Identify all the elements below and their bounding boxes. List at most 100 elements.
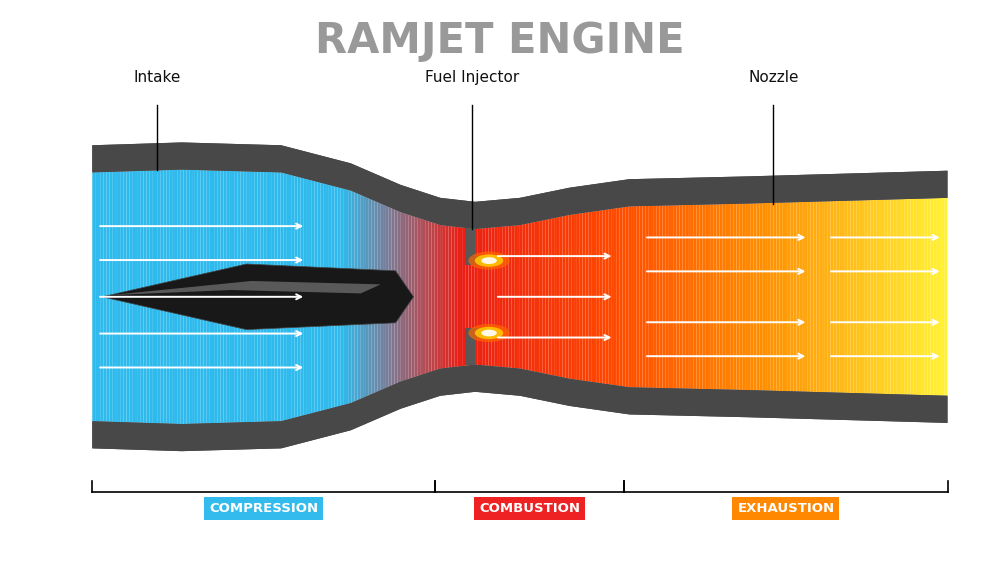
Polygon shape — [665, 206, 668, 388]
Polygon shape — [873, 200, 876, 394]
Polygon shape — [671, 206, 674, 388]
Polygon shape — [246, 171, 249, 422]
Polygon shape — [500, 227, 503, 367]
Polygon shape — [557, 217, 560, 377]
Polygon shape — [645, 206, 648, 388]
Polygon shape — [742, 204, 745, 390]
Polygon shape — [771, 203, 774, 391]
Polygon shape — [189, 170, 192, 424]
Polygon shape — [945, 198, 948, 396]
Polygon shape — [697, 204, 699, 389]
Polygon shape — [206, 170, 209, 423]
Polygon shape — [848, 200, 851, 393]
Polygon shape — [905, 199, 908, 395]
Polygon shape — [714, 204, 717, 389]
Polygon shape — [172, 170, 175, 424]
Polygon shape — [432, 222, 434, 372]
Polygon shape — [306, 179, 309, 415]
Polygon shape — [195, 170, 198, 424]
Polygon shape — [597, 211, 600, 383]
Polygon shape — [711, 204, 714, 389]
Polygon shape — [908, 199, 910, 395]
Polygon shape — [369, 198, 372, 395]
Polygon shape — [859, 200, 862, 393]
Polygon shape — [571, 214, 574, 380]
Polygon shape — [129, 171, 132, 423]
Polygon shape — [762, 203, 765, 391]
Polygon shape — [791, 202, 794, 391]
Polygon shape — [728, 204, 731, 389]
Polygon shape — [392, 208, 394, 385]
Polygon shape — [699, 204, 702, 389]
Polygon shape — [825, 201, 828, 392]
Polygon shape — [283, 173, 286, 421]
Polygon shape — [603, 210, 605, 384]
Polygon shape — [928, 198, 930, 395]
Polygon shape — [149, 171, 152, 423]
Polygon shape — [466, 228, 469, 366]
Polygon shape — [101, 172, 104, 421]
Polygon shape — [110, 281, 381, 295]
Polygon shape — [309, 180, 312, 414]
Polygon shape — [657, 206, 660, 388]
Polygon shape — [625, 207, 628, 387]
Polygon shape — [397, 211, 400, 383]
Polygon shape — [443, 226, 446, 368]
Polygon shape — [757, 203, 759, 391]
Polygon shape — [138, 171, 141, 423]
Text: COMBUSTION: COMBUSTION — [479, 502, 580, 516]
Polygon shape — [531, 222, 534, 372]
Polygon shape — [357, 194, 360, 400]
Polygon shape — [845, 200, 848, 393]
Polygon shape — [409, 215, 412, 379]
Polygon shape — [474, 229, 477, 365]
Polygon shape — [568, 215, 571, 379]
Polygon shape — [796, 202, 799, 392]
Polygon shape — [292, 175, 295, 419]
Polygon shape — [118, 171, 121, 422]
Polygon shape — [853, 200, 856, 393]
Text: RAMJET ENGINE: RAMJET ENGINE — [315, 20, 685, 62]
Polygon shape — [155, 170, 158, 423]
Polygon shape — [403, 213, 406, 381]
Polygon shape — [400, 212, 403, 382]
Polygon shape — [648, 206, 651, 388]
Polygon shape — [654, 206, 657, 388]
Polygon shape — [819, 202, 822, 392]
Polygon shape — [620, 207, 623, 387]
Polygon shape — [215, 171, 218, 423]
Polygon shape — [326, 184, 329, 409]
Polygon shape — [164, 170, 166, 424]
Polygon shape — [514, 225, 517, 368]
Polygon shape — [585, 212, 588, 381]
Polygon shape — [896, 199, 899, 395]
Polygon shape — [486, 228, 489, 366]
Polygon shape — [480, 228, 483, 365]
Polygon shape — [469, 228, 471, 365]
Polygon shape — [198, 170, 201, 424]
Polygon shape — [930, 198, 933, 395]
Polygon shape — [540, 220, 543, 373]
Text: EXHAUSTION: EXHAUSTION — [737, 502, 834, 516]
Polygon shape — [184, 170, 186, 424]
Ellipse shape — [475, 327, 503, 339]
Polygon shape — [115, 172, 118, 422]
Polygon shape — [166, 170, 169, 424]
Polygon shape — [759, 203, 762, 391]
Polygon shape — [383, 204, 386, 389]
Polygon shape — [511, 226, 514, 368]
Polygon shape — [446, 226, 449, 368]
Polygon shape — [722, 204, 725, 389]
Polygon shape — [491, 227, 494, 367]
Polygon shape — [412, 216, 414, 378]
Polygon shape — [856, 200, 859, 393]
Polygon shape — [677, 205, 680, 388]
Polygon shape — [449, 226, 451, 368]
Polygon shape — [146, 171, 149, 423]
Polygon shape — [494, 227, 497, 367]
Polygon shape — [426, 220, 429, 373]
Polygon shape — [611, 208, 614, 385]
Ellipse shape — [468, 252, 510, 270]
Polygon shape — [534, 222, 537, 372]
Polygon shape — [782, 203, 785, 391]
